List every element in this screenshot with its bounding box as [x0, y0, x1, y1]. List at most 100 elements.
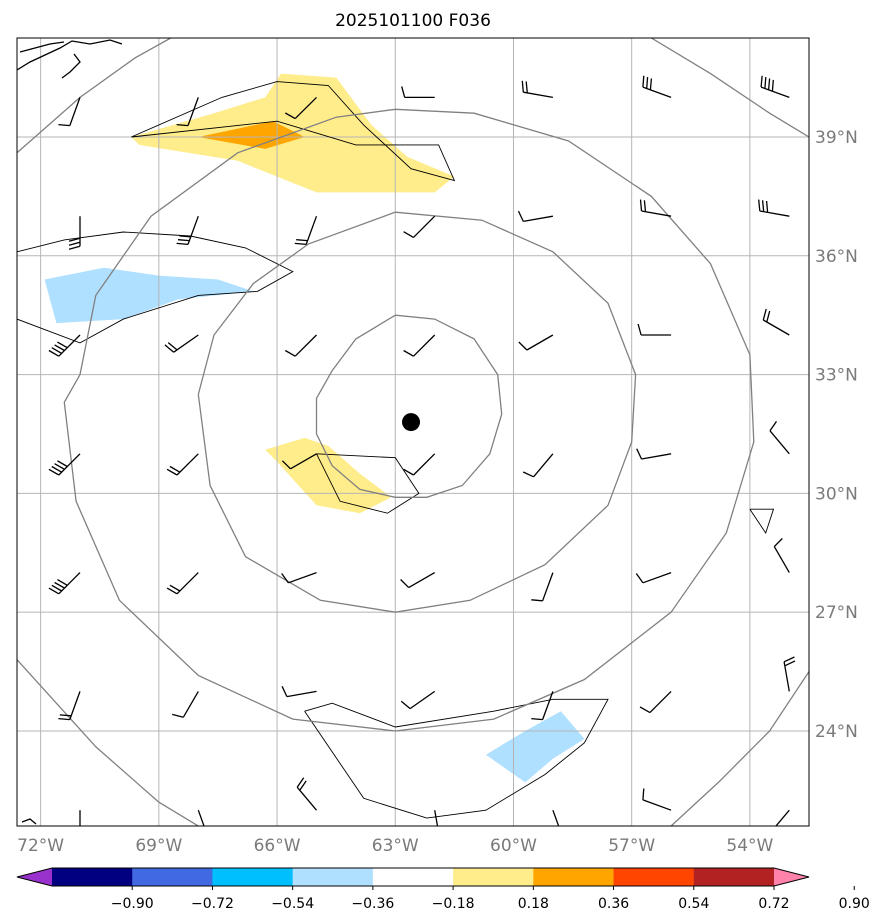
wind-barb [401, 86, 435, 99]
longitude-label: 57°W [608, 836, 655, 856]
wind-barb [58, 691, 81, 721]
wind-barb [403, 215, 436, 238]
colorbar-tick-label: 0.72 [758, 896, 789, 912]
wind-barb [281, 571, 317, 584]
longitude-label: 72°W [17, 836, 64, 856]
wind-barb [403, 453, 436, 476]
latitude-label: 33°N [815, 366, 858, 386]
wind-barb [197, 809, 205, 826]
coastline-segment [19, 41, 65, 53]
coastline-segment [21, 818, 37, 825]
graticule [17, 38, 809, 826]
wind-barb [79, 810, 81, 826]
latitude-label: 36°N [815, 247, 858, 267]
range-ring [670, 671, 809, 826]
colorbar-tick-label: −0.72 [191, 896, 234, 912]
map-frame [16, 37, 810, 827]
contour-line [316, 453, 420, 514]
filled-area [738, 509, 782, 541]
wind-barb [172, 691, 199, 718]
wind-barb [48, 572, 81, 595]
colorbar-segment [212, 868, 294, 886]
wind-barb [166, 453, 199, 476]
wind-barb [642, 75, 672, 99]
wind-barb [518, 334, 554, 351]
colorbar-segment [292, 868, 374, 886]
contour-lines [17, 81, 775, 819]
longitude-label: 63°W [372, 836, 419, 856]
colorbar-segment [132, 868, 213, 886]
wind-barb [48, 453, 81, 476]
wind-barb [294, 215, 318, 246]
wind-barb [281, 453, 317, 470]
colorbar: −0.90 −0.72 −0.54 −0.36 −0.18 0.18 0.36 0.54 0.7… [16, 867, 870, 912]
wind-barb [400, 690, 436, 710]
wind-barb [403, 334, 436, 357]
range-ring [17, 659, 199, 826]
wind-barb [58, 97, 81, 127]
wind-barb [783, 656, 796, 692]
latitude-label: 24°N [815, 722, 858, 742]
colorbar-tick-label: 0.18 [518, 896, 549, 912]
wind-barb [762, 308, 790, 336]
contour-line [17, 231, 294, 344]
colorbar-segment [52, 868, 133, 886]
range-ring [17, 38, 172, 154]
filled-area [485, 711, 585, 783]
wind-barb [636, 448, 672, 460]
longitude-label: 69°W [135, 836, 182, 856]
range-ring [315, 314, 503, 498]
figure-title: 2025101100 F036 [335, 11, 491, 31]
wind-barb [517, 210, 554, 223]
wind-barb [769, 421, 790, 455]
colorbar-extend-high [774, 868, 809, 886]
wind-barb [68, 216, 81, 250]
filled-area [44, 267, 254, 324]
longitude-label: 54°W [726, 836, 773, 856]
wind-barb [166, 572, 199, 595]
colorbar-segment [693, 868, 775, 886]
range-ring [651, 38, 809, 138]
colorbar-tick-label: 0.36 [598, 896, 629, 912]
colorbar-outline [16, 867, 810, 887]
wind-barb [284, 334, 317, 357]
wind-barb [635, 571, 672, 584]
colorbar-tick-label: 0.54 [678, 896, 709, 912]
wind-barb [400, 572, 436, 589]
wind-barb [296, 777, 317, 811]
contour-line [749, 508, 775, 535]
wind-barb [48, 334, 81, 357]
wind-barb [522, 453, 554, 478]
filled-area [198, 121, 305, 149]
longitude-label: 66°W [254, 836, 301, 856]
wind-barb [637, 323, 672, 336]
latitude-label: 27°N [815, 603, 858, 623]
contour-line [131, 81, 456, 182]
wind-barb [531, 572, 554, 602]
wind-barb [642, 788, 672, 811]
colorbar-tick-label: −0.54 [271, 896, 314, 912]
wind-barb [281, 686, 317, 698]
colorbar-segment [533, 868, 615, 886]
wind-barb [552, 809, 560, 826]
wind-barbs [48, 75, 796, 826]
wind-barb [639, 690, 672, 714]
colorbar-tick-label: −0.90 [111, 896, 154, 912]
filled-area [265, 437, 392, 514]
wind-barb [531, 691, 554, 721]
wind-barb [176, 97, 199, 127]
colorbar-extend-low [17, 868, 52, 886]
map-area [17, 38, 809, 826]
coastline-segment [17, 39, 123, 71]
wind-barb [639, 199, 672, 217]
latitude-labels: 24°N 27°N 30°N 33°N 36°N 39°N [815, 128, 858, 742]
latitude-label: 39°N [815, 128, 858, 148]
coastline-segment [61, 53, 81, 79]
wind-barb [758, 199, 790, 217]
wind-barb [164, 334, 199, 353]
storm-center-marker [402, 413, 421, 432]
latitude-label: 30°N [815, 484, 858, 504]
wind-barb [434, 810, 439, 826]
longitude-labels: 72°W 69°W 66°W 63°W 60°W 57°W 54°W [17, 836, 773, 856]
filled-area [308, 691, 608, 822]
